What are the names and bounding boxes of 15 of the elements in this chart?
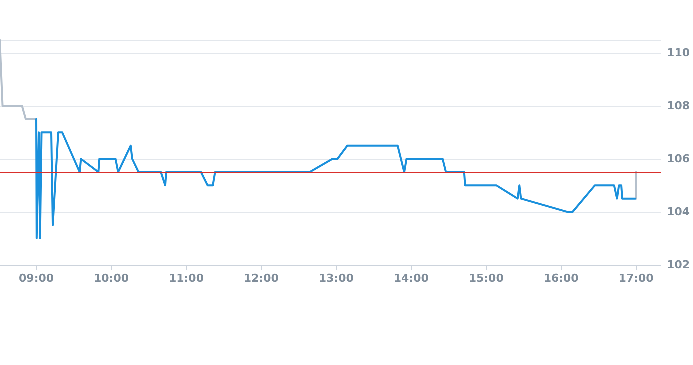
y-tick-label: 108 xyxy=(667,100,690,113)
x-tick-label: 13:00 xyxy=(318,272,354,285)
x-tick-label: 14:00 xyxy=(394,272,430,285)
y-tick-label: 104 xyxy=(667,206,690,219)
x-tick-label: 17:00 xyxy=(618,272,654,285)
x-tick-label: 10:00 xyxy=(94,272,130,285)
x-tick-label: 12:00 xyxy=(244,272,280,285)
y-tick-label: 102 xyxy=(667,258,690,272)
x-tick-label: 15:00 xyxy=(468,272,504,285)
x-tick-label: 11:00 xyxy=(168,272,204,285)
line-series xyxy=(36,118,637,240)
y-tick-label: 110 xyxy=(667,46,690,60)
x-tick-label: 09:00 xyxy=(19,272,54,285)
y-tick-label: 106 xyxy=(667,152,690,166)
x-tick-label: 16:00 xyxy=(544,272,580,285)
